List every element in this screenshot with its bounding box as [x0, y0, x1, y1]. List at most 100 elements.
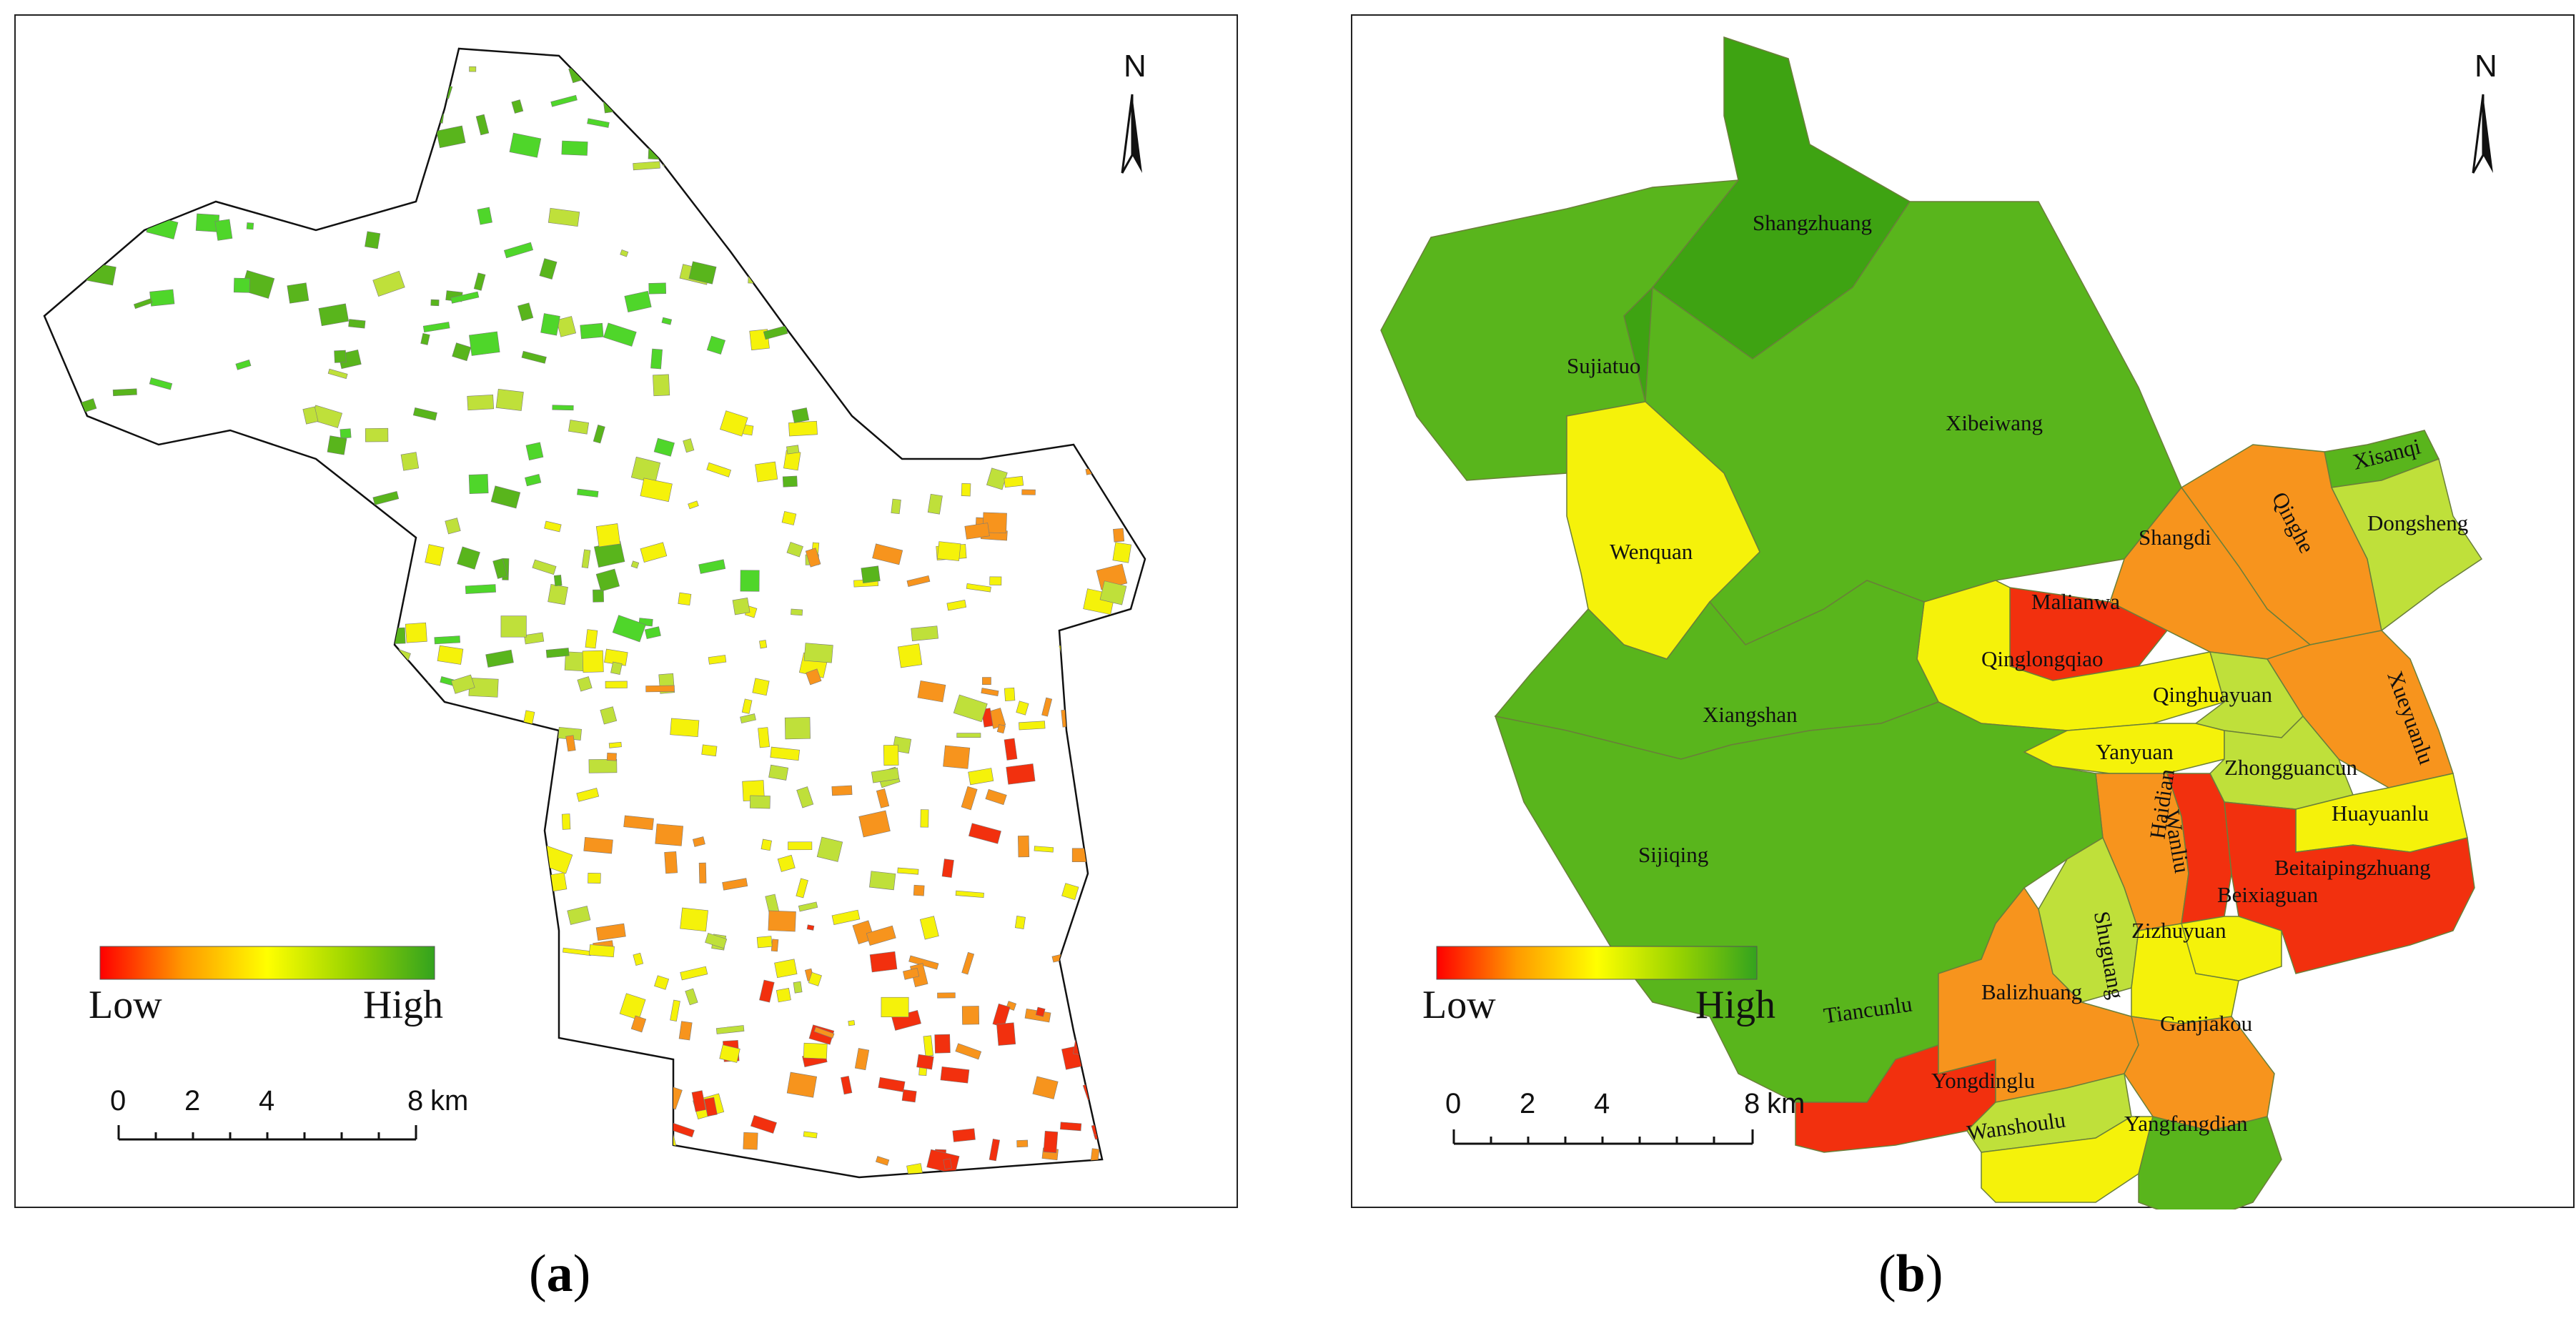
land-parcel	[376, 1054, 401, 1080]
land-parcel	[927, 493, 943, 515]
land-parcel	[227, 1059, 239, 1075]
land-parcel	[1061, 883, 1079, 901]
land-parcel	[661, 317, 673, 325]
land-parcel	[152, 1159, 183, 1169]
land-parcel	[103, 917, 115, 936]
land-parcel	[827, 340, 846, 360]
land-parcel	[653, 374, 670, 397]
land-parcel	[503, 242, 534, 259]
land-parcel	[740, 713, 756, 724]
land-parcel	[606, 752, 617, 761]
land-parcel	[644, 626, 661, 640]
legend-low-label: Low	[89, 983, 162, 1027]
label-sujiatuo: Sujiatuo	[1567, 353, 1640, 378]
land-parcel	[149, 377, 173, 390]
land-parcel	[903, 968, 920, 980]
land-parcel	[102, 724, 124, 746]
land-parcel	[877, 222, 904, 234]
land-parcel	[1016, 701, 1029, 716]
land-parcel	[112, 1129, 142, 1152]
land-parcel	[540, 313, 560, 336]
land-parcel	[149, 289, 175, 307]
land-parcel	[701, 744, 718, 757]
land-parcel	[561, 140, 588, 156]
land-parcel	[452, 1124, 463, 1132]
land-parcel	[1044, 187, 1067, 198]
land-parcel	[981, 688, 999, 696]
land-parcel	[435, 878, 449, 898]
land-parcel	[467, 395, 495, 411]
land-parcel	[782, 475, 798, 488]
land-parcel	[509, 132, 542, 158]
land-parcel	[708, 655, 727, 665]
land-parcel	[1029, 165, 1056, 178]
land-parcel	[531, 1063, 565, 1086]
map-panel-b: Shangzhuang Sujiatuo Xibeiwang Wenquan X…	[1351, 14, 2575, 1209]
land-parcel	[552, 405, 574, 411]
land-parcel	[628, 1062, 646, 1072]
scale-tick-8: 8	[1744, 1088, 1760, 1119]
land-parcel	[314, 636, 327, 652]
land-parcel	[796, 786, 814, 808]
land-parcel	[876, 788, 890, 808]
land-parcel	[907, 120, 918, 140]
land-parcel	[334, 892, 355, 909]
land-parcel	[327, 435, 347, 455]
land-parcel	[112, 388, 137, 397]
label-yanyuan: Yanyuan	[2096, 739, 2174, 764]
land-parcel	[350, 1082, 382, 1105]
label-yangfangdian: Yangfangdian	[2124, 1111, 2248, 1136]
land-parcel	[848, 1020, 856, 1026]
land-parcel	[793, 981, 803, 994]
land-parcel	[705, 933, 728, 949]
land-parcel	[608, 741, 622, 748]
land-parcel	[1070, 65, 1091, 79]
land-parcel	[63, 678, 94, 704]
land-parcel	[434, 635, 460, 645]
land-parcel	[147, 909, 171, 923]
land-parcel	[1075, 729, 1094, 748]
land-parcel	[468, 842, 483, 848]
land-parcel	[348, 319, 366, 329]
land-parcel	[437, 766, 453, 784]
scale-tick-2: 2	[184, 1085, 201, 1117]
land-parcel	[678, 592, 692, 606]
land-parcel	[334, 350, 347, 363]
land-parcel	[862, 114, 891, 141]
land-parcel	[540, 989, 553, 1009]
land-parcel	[623, 1089, 650, 1104]
land-parcel	[110, 61, 122, 80]
land-parcel	[493, 946, 522, 967]
land-parcel	[246, 222, 254, 230]
land-parcel	[588, 872, 601, 884]
land-parcel	[585, 1062, 605, 1084]
land-parcel	[748, 271, 775, 284]
land-parcel	[858, 810, 891, 838]
land-parcel	[841, 1075, 853, 1095]
land-parcel	[695, 85, 711, 97]
land-parcel	[230, 693, 246, 713]
land-parcel	[129, 497, 139, 511]
land-parcel	[630, 1015, 647, 1033]
land-parcel	[940, 1066, 970, 1084]
land-parcel	[897, 867, 919, 875]
land-parcel	[130, 1161, 144, 1173]
land-parcel	[126, 447, 145, 470]
land-parcel	[320, 603, 339, 618]
land-parcel	[1104, 633, 1116, 641]
land-parcel	[450, 291, 480, 304]
land-parcel	[225, 189, 239, 196]
district-sijiqing	[1494, 701, 2104, 1103]
land-parcel	[633, 161, 660, 171]
land-parcel	[187, 799, 207, 810]
land-parcel	[425, 544, 445, 566]
land-parcel	[523, 632, 545, 645]
land-parcel	[428, 813, 455, 829]
land-parcel	[1112, 987, 1134, 1006]
land-parcel	[595, 568, 620, 592]
land-parcel	[354, 774, 372, 798]
label-yongdinglu: Yongdinglu	[1931, 1068, 2035, 1093]
land-parcel	[985, 788, 1007, 806]
land-parcel	[164, 515, 192, 531]
land-parcel	[1101, 910, 1113, 923]
